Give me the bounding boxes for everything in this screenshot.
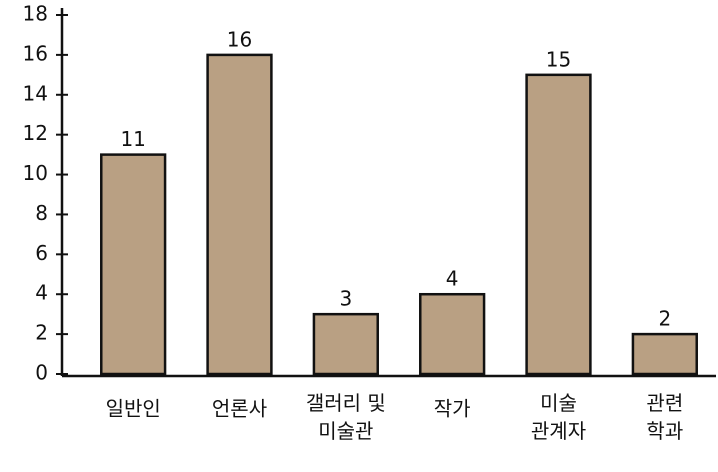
bar <box>631 332 698 376</box>
y-tick-label: 6 <box>35 241 48 265</box>
bar <box>312 312 379 376</box>
y-tick-label: 10 <box>23 161 48 185</box>
x-tick-label: 언론사 <box>212 397 267 421</box>
bar <box>206 53 273 376</box>
x-tick-label: 작가 <box>434 397 471 421</box>
x-tick-label: 갤러리 및 미술관 <box>306 391 386 443</box>
data-label: 3 <box>339 287 352 311</box>
x-tick-label: 일반인 <box>106 397 161 421</box>
bar <box>419 292 486 376</box>
bar <box>100 153 167 376</box>
y-tick-label: 4 <box>35 281 48 305</box>
y-tick-label: 16 <box>23 41 48 65</box>
data-label: 16 <box>227 27 252 51</box>
x-tick-label: 미술 관계자 <box>531 391 586 443</box>
y-tick-label: 12 <box>23 121 48 145</box>
y-tick-label: 2 <box>35 321 48 345</box>
data-label: 2 <box>658 307 671 331</box>
y-tick-label: 0 <box>35 361 48 385</box>
bar <box>525 73 592 376</box>
x-tick-label: 관련 학과 <box>646 391 683 443</box>
y-tick-label: 8 <box>35 201 48 225</box>
data-label: 15 <box>546 47 571 71</box>
y-tick-label: 14 <box>23 81 48 105</box>
data-label: 4 <box>446 267 459 291</box>
y-tick-label: 18 <box>23 2 48 26</box>
data-label: 11 <box>120 127 145 151</box>
